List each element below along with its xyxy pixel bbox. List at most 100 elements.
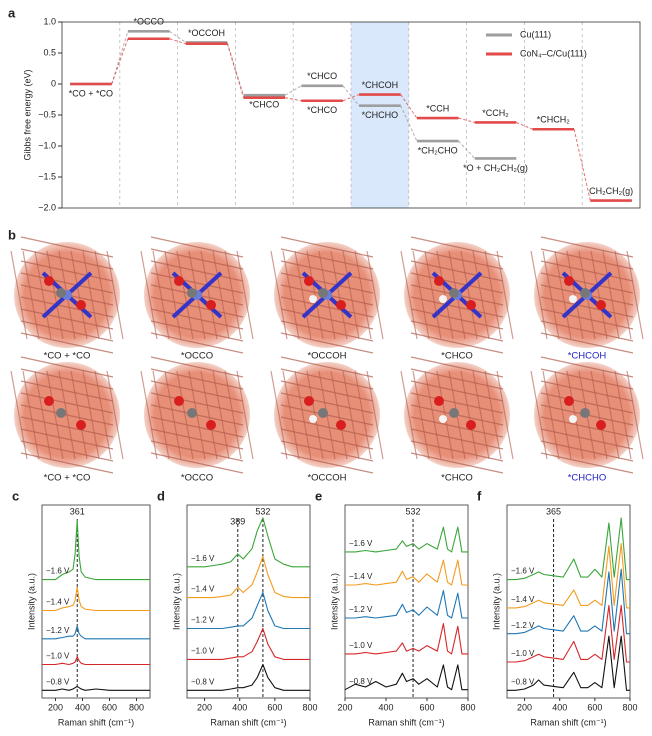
o-atom <box>434 396 444 406</box>
level-label: *CH₂CHO <box>418 145 458 155</box>
lattice <box>140 250 158 340</box>
lattice <box>150 452 244 474</box>
o-atom <box>206 300 216 310</box>
x-axis-label: Raman shift (cm⁻¹) <box>210 717 286 727</box>
spectrum <box>187 555 310 599</box>
lattice <box>150 332 244 354</box>
lattice <box>280 380 374 402</box>
spectrum <box>187 627 310 660</box>
lattice <box>150 392 244 414</box>
lattice <box>330 250 348 340</box>
lattice <box>294 370 312 460</box>
structure: *CO + *CO <box>10 356 124 484</box>
legend-label: Cu(111) <box>520 29 551 39</box>
lattice <box>70 370 88 460</box>
lattice <box>294 250 312 340</box>
series-label: −1.6 V <box>349 539 373 548</box>
x-tick-label: 800 <box>460 702 475 712</box>
connector <box>516 121 533 130</box>
lattice <box>82 250 100 340</box>
lattice <box>236 370 254 460</box>
connector <box>169 30 186 43</box>
h-atom <box>569 415 577 423</box>
o-atom <box>564 276 574 286</box>
y-tick-label: 1.0 <box>43 16 56 26</box>
lattice <box>150 260 244 282</box>
o-atom <box>44 396 54 406</box>
y-tick-label: −1.0 <box>38 140 56 150</box>
series-label: −1.4 V <box>191 585 215 594</box>
lattice <box>566 370 584 460</box>
lattice <box>280 356 374 378</box>
lattice <box>530 250 548 340</box>
spectrum <box>42 625 150 640</box>
structure: *CHCOH <box>530 236 644 362</box>
x-axis-label: Raman shift (cm⁻¹) <box>368 717 444 727</box>
lattice <box>70 250 88 340</box>
spectrum <box>344 664 468 691</box>
series-label: −1.4 V <box>511 595 535 604</box>
c-atom <box>56 288 66 298</box>
lattice <box>410 416 504 438</box>
lattice <box>280 440 374 462</box>
lattice <box>410 296 504 318</box>
lattice <box>280 416 374 438</box>
lattice <box>280 452 374 474</box>
lattice <box>342 250 360 340</box>
o-atom <box>76 420 86 430</box>
series-label: −1.6 V <box>191 554 215 563</box>
lattice <box>176 370 194 460</box>
lattice <box>280 428 374 450</box>
lattice <box>410 320 504 342</box>
o-atom <box>596 420 606 430</box>
y-axis-label: Intensity (a.u.) <box>26 573 36 630</box>
h-atom <box>309 295 317 303</box>
lattice <box>20 272 114 294</box>
spectrum <box>507 604 630 663</box>
lattice <box>590 250 608 340</box>
lattice <box>540 452 634 474</box>
spectrum <box>345 559 468 586</box>
lattice <box>150 380 244 402</box>
series-label: −1.2 V <box>511 621 535 630</box>
level-label: *CHCOH <box>362 80 399 90</box>
lattice <box>410 440 504 462</box>
lattice <box>602 250 620 340</box>
lattice <box>410 392 504 414</box>
spectrum <box>187 591 310 630</box>
lattice <box>410 452 504 474</box>
c-atom <box>56 408 66 418</box>
series-label: −0.8 V <box>46 677 70 686</box>
lattice <box>306 250 324 340</box>
series-label: −1.6 V <box>46 567 70 576</box>
level-label: *CHCHO <box>362 110 399 120</box>
o-atom <box>304 276 314 286</box>
level-label: *O + CH₂CH₂(g) <box>463 163 528 173</box>
lattice <box>424 250 442 340</box>
connector <box>458 117 475 123</box>
legend-label: CoN₄–C/Cu(111) <box>520 48 587 58</box>
c-atom <box>449 288 459 298</box>
lattice <box>20 296 114 318</box>
connector <box>111 38 129 85</box>
lattice <box>540 260 634 282</box>
lattice <box>150 308 244 330</box>
series-label: −1.0 V <box>191 647 215 656</box>
x-tick-label: 800 <box>622 702 637 712</box>
structure: *CHCHO <box>530 356 644 484</box>
lattice <box>354 370 372 460</box>
lattice <box>366 370 384 460</box>
structure: *CHCO <box>400 356 514 484</box>
highlight <box>351 22 409 208</box>
lattice <box>280 392 374 414</box>
structure-label: *OCCO <box>181 351 213 362</box>
lattice <box>20 260 114 282</box>
panel-letter: d <box>157 488 165 503</box>
lattice <box>436 250 454 340</box>
x-tick-label: 800 <box>129 702 144 712</box>
peak-label: 532 <box>406 506 421 516</box>
o-atom <box>466 420 476 430</box>
c-atom <box>580 288 590 298</box>
lattice <box>280 272 374 294</box>
